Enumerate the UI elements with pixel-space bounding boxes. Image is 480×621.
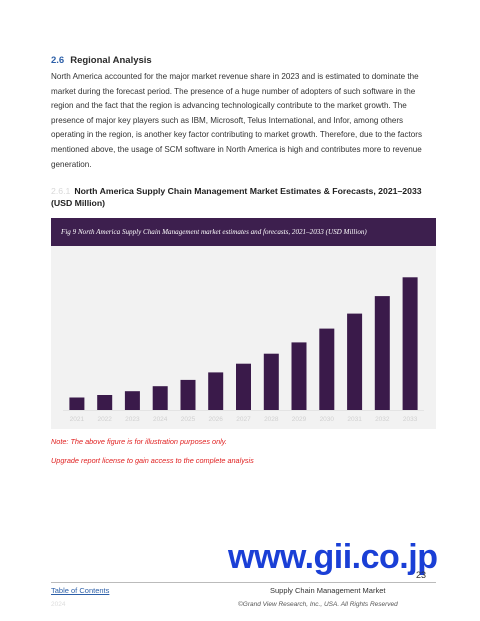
figure-container: Fig 9 North America Supply Chain Managem… bbox=[51, 218, 436, 429]
x-tick-label-2031: 2031 bbox=[347, 416, 362, 423]
bar-2025 bbox=[180, 379, 196, 410]
section-paragraph: North America accounted for the major ma… bbox=[51, 72, 423, 169]
bar-2023 bbox=[124, 391, 140, 410]
x-tick-label-2030: 2030 bbox=[320, 416, 335, 423]
bar-2021 bbox=[69, 397, 85, 410]
subsection-number: 2.6.1 bbox=[51, 186, 71, 196]
bar-chart: 2021 2022 2023 2024 2025 2026 2027 2028 2029 2030… bbox=[63, 277, 424, 423]
bar-2033 bbox=[402, 277, 418, 410]
figure-caption-bar: Fig 9 North America Supply Chain Managem… bbox=[51, 218, 436, 246]
bar-2031 bbox=[347, 313, 363, 410]
section-number: 2.6 bbox=[51, 55, 65, 66]
bar-2028 bbox=[263, 353, 279, 410]
x-tick-label-2033: 2033 bbox=[403, 416, 418, 423]
bar-2026 bbox=[208, 372, 224, 410]
note-upgrade: Upgrade report license to gain access to… bbox=[51, 456, 254, 465]
bar-2029 bbox=[291, 342, 307, 410]
page-number: 23 bbox=[416, 570, 427, 580]
note-illustration: Note: The above figure is for illustrati… bbox=[51, 437, 227, 446]
bar-2027 bbox=[236, 363, 251, 410]
x-tick-label-2027: 2027 bbox=[236, 416, 251, 423]
table-of-contents-link[interactable]: Table of Contents bbox=[51, 586, 110, 595]
footer-faint-text: 2024 bbox=[51, 601, 66, 608]
x-tick-label-2025: 2025 bbox=[181, 416, 196, 423]
x-tick-label-2032: 2032 bbox=[375, 416, 390, 423]
x-tick-label-2029: 2029 bbox=[292, 416, 307, 423]
watermark: www.gii.co.jp bbox=[228, 538, 438, 576]
footer-copyright: ©Grand View Research, Inc., USA. All Rig… bbox=[238, 601, 398, 608]
footer-report-title: Supply Chain Management Market bbox=[270, 586, 386, 595]
bar-2024 bbox=[152, 386, 168, 410]
section-heading: 2.6 Regional Analysis bbox=[51, 55, 152, 66]
x-tick-label-2026: 2026 bbox=[208, 416, 223, 423]
subsection-heading: 2.6.1 North America Supply Chain Manageme… bbox=[51, 186, 431, 209]
figure-caption: Fig 9 North America Supply Chain Managem… bbox=[61, 228, 367, 236]
bar-2022 bbox=[97, 395, 113, 410]
footer-divider bbox=[51, 582, 436, 583]
subsection-title: North America Supply Chain Management Ma… bbox=[51, 186, 422, 208]
x-tick-label-2023: 2023 bbox=[125, 416, 140, 423]
section-title: Regional Analysis bbox=[70, 55, 152, 66]
x-tick-label-2028: 2028 bbox=[264, 416, 279, 423]
bar-2030 bbox=[319, 328, 335, 410]
x-tick-label-2021: 2021 bbox=[70, 416, 85, 423]
x-tick-label-2024: 2024 bbox=[153, 416, 168, 423]
bar-2032 bbox=[374, 296, 390, 410]
x-tick-label-2022: 2022 bbox=[97, 416, 112, 423]
